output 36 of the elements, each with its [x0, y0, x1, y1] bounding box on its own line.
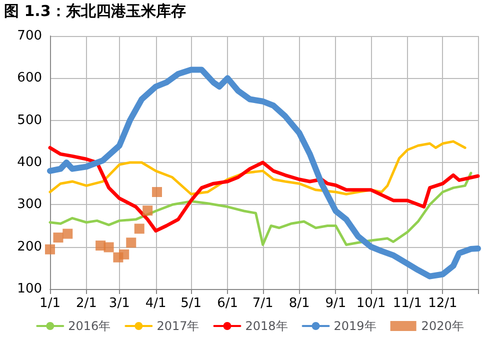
y-tick-label: 700 [17, 28, 42, 44]
x-tick-label: 3/1 [108, 296, 130, 311]
x-tick-label: 6/1 [217, 296, 238, 311]
legend-label: 2017年 [156, 319, 200, 333]
point [134, 224, 144, 234]
legend-label: 2016年 [68, 319, 111, 333]
point [142, 206, 153, 216]
y-tick-label: 400 [17, 155, 42, 170]
x-tick-label: 10/1 [356, 296, 386, 311]
point [45, 244, 55, 254]
y-tick-label: 100 [17, 282, 42, 296]
line-series [48, 146, 480, 233]
x-tick-label: 12/1 [428, 296, 458, 311]
point [53, 232, 64, 243]
point [119, 249, 130, 260]
y-tick-label: 200 [17, 239, 42, 254]
line-series [48, 172, 472, 246]
chart-title: 图 1.3：东北四港玉米库存 [4, 2, 186, 21]
x-tick-label: 5/1 [180, 296, 202, 311]
x-tick-label: 1/1 [40, 296, 60, 311]
y-tick-label: 300 [17, 197, 42, 212]
point [104, 242, 114, 252]
x-tick-label: 7/1 [252, 296, 274, 311]
x-tick-label: 2/1 [76, 296, 97, 311]
legend-label: 2018年 [245, 319, 288, 333]
legend-label: 2020年 [421, 319, 464, 333]
x-tick-label: 4/1 [145, 296, 166, 311]
point [62, 228, 73, 239]
y-tick-label: 500 [17, 112, 42, 128]
legend-label: 2019年 [334, 319, 376, 333]
point [126, 238, 136, 248]
x-tick-label: 9/1 [325, 296, 346, 311]
point [152, 187, 162, 198]
x-tick-label: 11/1 [392, 296, 422, 311]
y-tick-label: 600 [17, 70, 42, 86]
x-tick-label: 8/1 [288, 296, 310, 311]
